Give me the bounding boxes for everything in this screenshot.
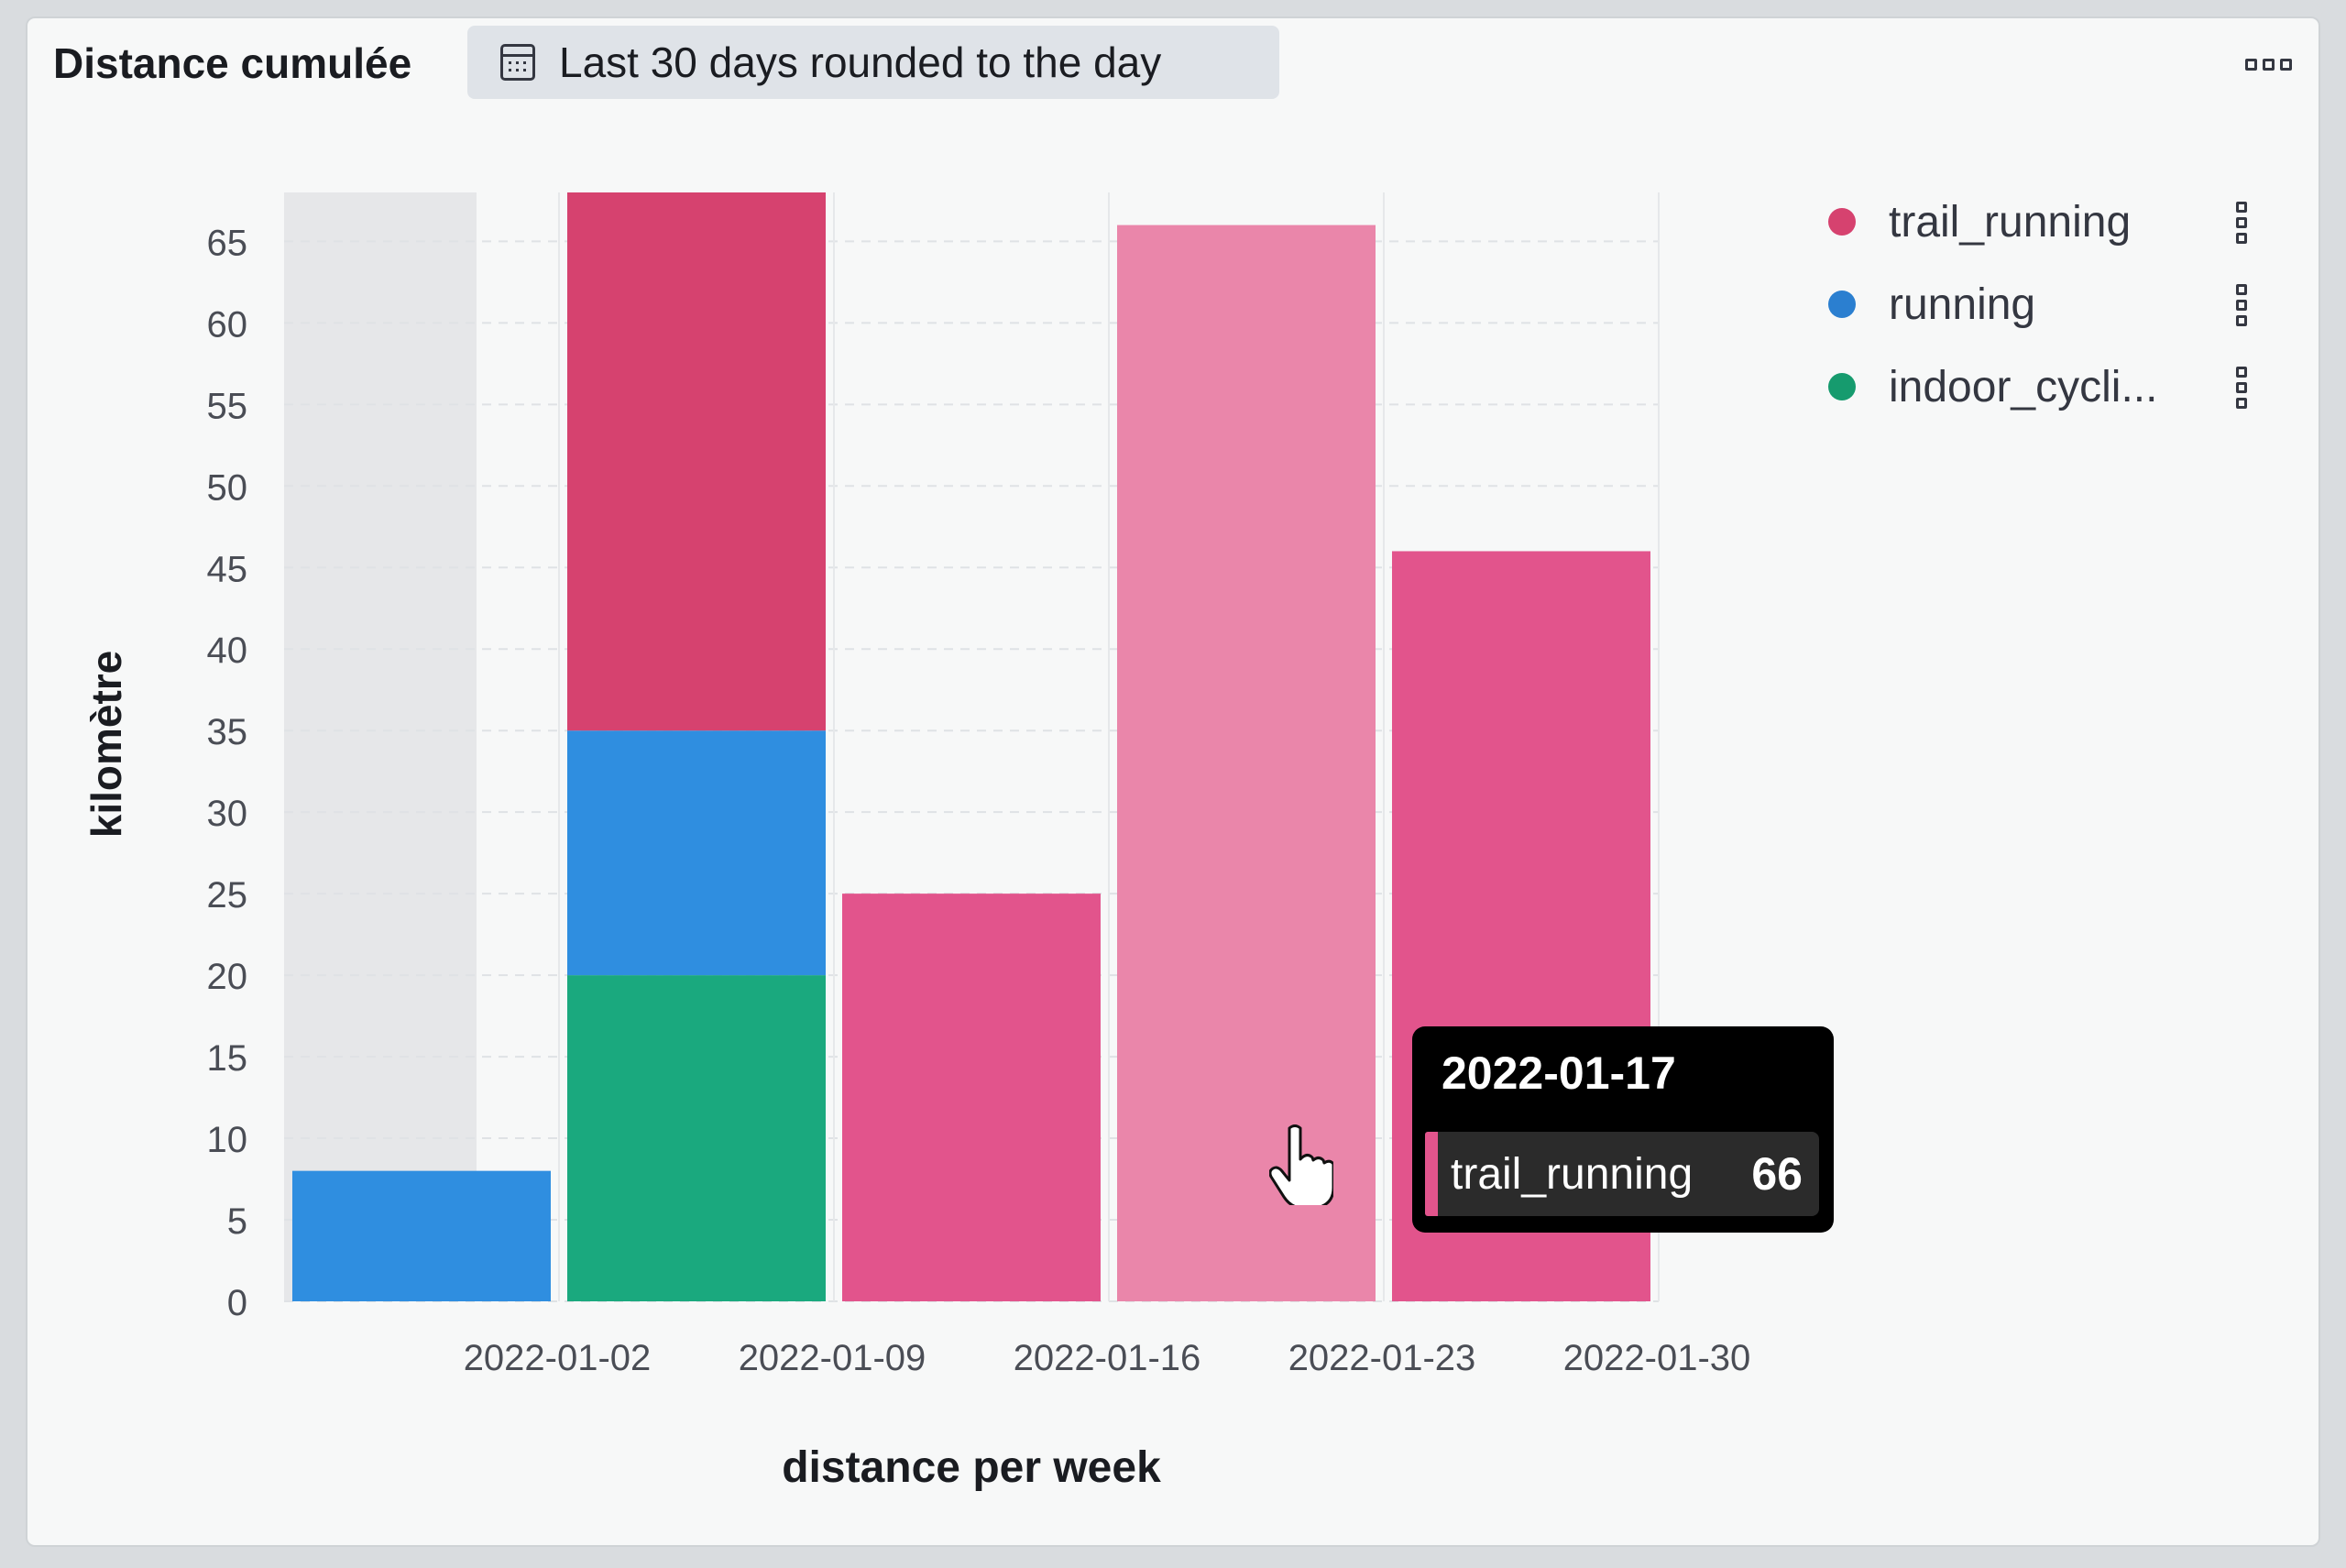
bar-segment-trail_running	[567, 192, 826, 731]
bar-segment-trail_running	[1117, 225, 1376, 1301]
bar-segment-indoor_cycli	[567, 975, 826, 1301]
y-tick-label: 55	[207, 386, 248, 426]
x-tick-label: 2022-01-30	[1563, 1338, 1751, 1378]
legend-color-dot	[1828, 208, 1856, 236]
y-tick-label: 15	[207, 1038, 248, 1079]
y-tick-label: 40	[207, 630, 248, 671]
y-tick-label: 25	[207, 875, 248, 916]
tooltip-row: trail_running 66	[1425, 1132, 1819, 1216]
y-tick-label: 65	[207, 223, 248, 263]
legend-color-dot	[1828, 291, 1856, 318]
legend-item-menu-icon[interactable]	[2236, 367, 2247, 409]
y-tick-label: 0	[227, 1283, 247, 1323]
hover-band	[284, 192, 477, 1301]
tooltip-value: 66	[1751, 1148, 1803, 1200]
legend-label: indoor_cycli...	[1889, 362, 2158, 411]
hand-pointer-icon	[1269, 1124, 1333, 1205]
legend-color-dot	[1828, 373, 1856, 400]
legend-label: trail_running	[1889, 197, 2132, 247]
time-range-label: Last 30 days rounded to the day	[559, 38, 1162, 86]
x-axis-title: distance per week	[782, 1443, 1161, 1492]
bar-segment-running	[567, 730, 826, 976]
tooltip-color-swatch	[1425, 1132, 1438, 1216]
calendar-icon	[500, 44, 535, 81]
legend-item-menu-icon[interactable]	[2236, 284, 2247, 326]
tooltip-series-label: trail_running	[1451, 1149, 1694, 1199]
x-tick-label: 2022-01-16	[1014, 1338, 1201, 1378]
tooltip-title: 2022-01-17	[1442, 1047, 1676, 1099]
y-tick-label: 20	[207, 957, 248, 997]
legend-label: running	[1889, 280, 2036, 329]
legend-item-trail-running[interactable]: trail_running	[1828, 194, 2268, 249]
y-tick-label: 5	[227, 1201, 247, 1242]
y-tick-label: 10	[207, 1120, 248, 1160]
bar-segment-trail_running	[842, 894, 1101, 1301]
x-tick-label: 2022-01-23	[1288, 1338, 1476, 1378]
time-range-badge[interactable]: Last 30 days rounded to the day	[467, 26, 1279, 99]
y-axis-title: kilomètre	[82, 651, 130, 839]
y-tick-label: 30	[207, 794, 248, 834]
chart-tooltip: 2022-01-17 trail_running 66	[1412, 1026, 1834, 1233]
y-tick-label: 60	[207, 304, 248, 345]
panel-title: Distance cumulée	[53, 39, 412, 87]
x-tick-label: 2022-01-09	[739, 1338, 926, 1378]
legend-item-menu-icon[interactable]	[2236, 202, 2247, 244]
options-menu-icon[interactable]	[2236, 46, 2300, 82]
x-tick-label: 2022-01-02	[464, 1338, 652, 1378]
y-tick-label: 35	[207, 712, 248, 752]
bar-segment-running	[292, 1170, 551, 1301]
legend-item-running[interactable]: running	[1828, 277, 2268, 332]
y-tick-label: 45	[207, 549, 248, 589]
legend-item-indoor-cycling[interactable]: indoor_cycli...	[1828, 359, 2268, 414]
y-tick-label: 50	[207, 467, 248, 508]
